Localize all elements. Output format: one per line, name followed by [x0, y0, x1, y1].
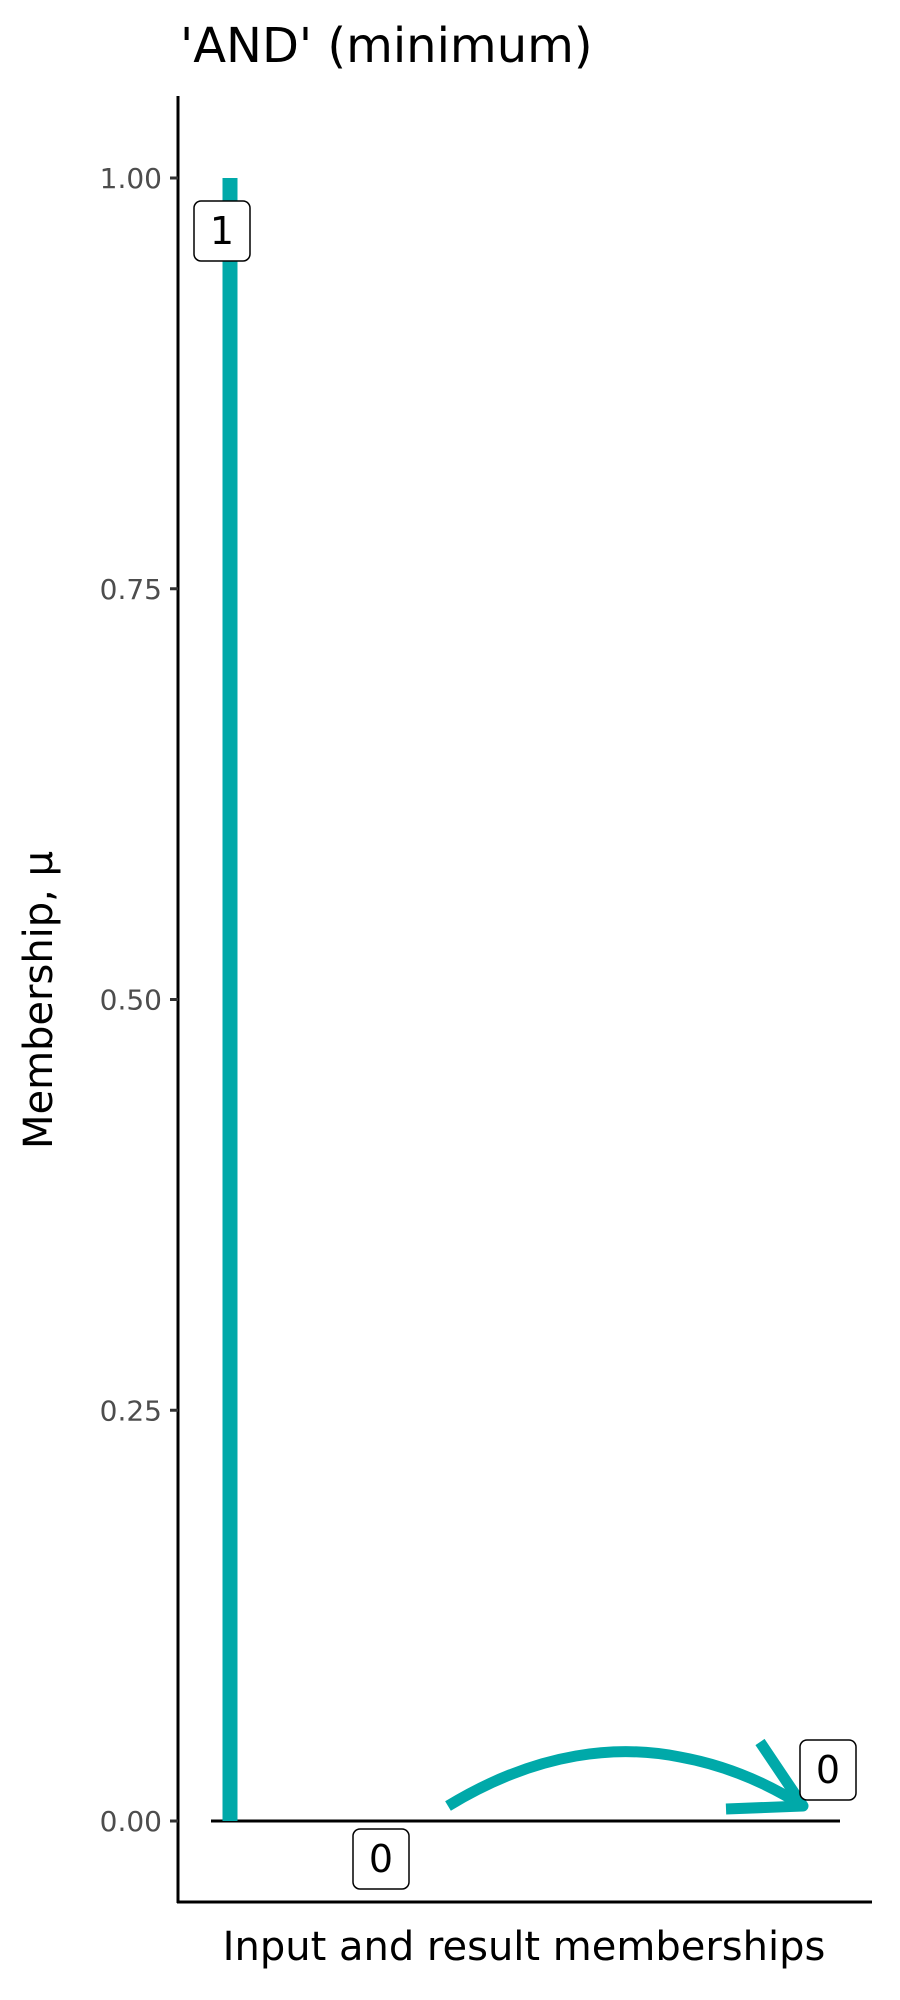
- y-tick-label: 0.25: [100, 1394, 162, 1427]
- y-tick-label: 0.00: [100, 1805, 162, 1838]
- y-tick-label: 0.75: [100, 573, 162, 606]
- result-value-label-box: [799, 1739, 857, 1801]
- input-value-label-box: [193, 200, 251, 262]
- input-value-label-box: [352, 1828, 410, 1890]
- y-axis-title: Membership, μ: [16, 851, 62, 1149]
- y-tick-label: 1.00: [100, 162, 162, 195]
- arrowhead-icon: [725, 1738, 809, 1815]
- result-arrow: [445, 1746, 806, 1811]
- input-value-label: 0: [369, 1837, 393, 1881]
- x-axis-title: Input and result memberships: [223, 1924, 826, 1970]
- input-value-label: 1: [210, 209, 234, 253]
- result-value-label: 0: [816, 1748, 840, 1792]
- chart-title: 'AND' (minimum): [180, 18, 593, 74]
- y-tick-label: 0.50: [100, 984, 162, 1017]
